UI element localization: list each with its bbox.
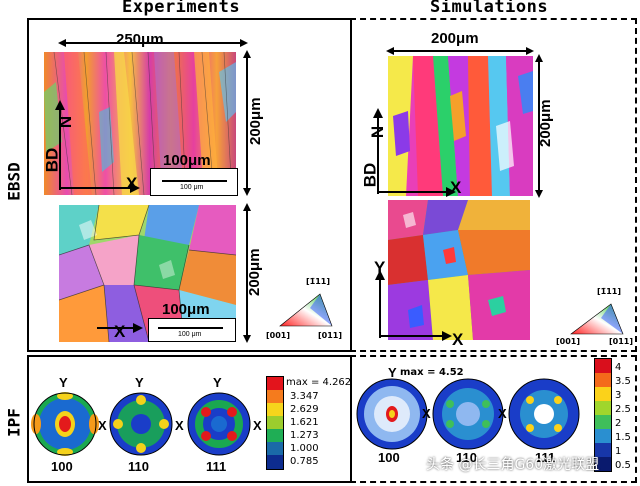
sim-cb-2: 3 — [615, 390, 622, 401]
exp-cb-1: 3.347 — [290, 391, 319, 402]
sim-axis-bd: BD — [360, 162, 380, 188]
exp-axes-top — [55, 100, 140, 193]
sim-width-dim: 200μm — [431, 30, 479, 47]
exp-height-arrow-top — [243, 50, 251, 196]
sim-pole-figure-110 — [432, 378, 504, 450]
exp-pole-111-y: Y — [213, 375, 222, 390]
sim-axis-n: N — [368, 125, 388, 139]
exp-height-dim-bottom: 200μm — [246, 248, 263, 296]
sim-ebsd-panel — [350, 18, 637, 352]
sim-cb-6: 1 — [615, 446, 622, 457]
exp-scale-box-top — [150, 168, 238, 196]
exp-axis-bd: BD — [42, 147, 62, 173]
exp-colorbar — [266, 376, 284, 470]
sim-pole-figure-111 — [508, 378, 580, 450]
exp-scale-top: 100μm — [163, 152, 211, 169]
exp-pole-figure-100 — [31, 392, 99, 456]
sim-axis-x: X — [450, 178, 462, 197]
exp-pole-110-y: Y — [135, 375, 144, 390]
exp-cb-5: 1.000 — [290, 443, 319, 454]
experiments-title: Experiments — [122, 0, 241, 17]
sim-ebsd-map-bottom — [388, 200, 530, 340]
exp-axis-x2: X — [114, 322, 126, 341]
exp-ipf-key-right: [011] — [318, 331, 343, 340]
sim-height-arrow — [535, 54, 543, 198]
sim-pole-label-111: 111 — [535, 450, 556, 465]
exp-cb-2: 2.629 — [290, 404, 319, 415]
exp-width-dim: 250μm — [116, 31, 164, 48]
simulations-title: Simulations — [430, 0, 549, 17]
exp-pole-100-y: Y — [59, 375, 68, 390]
exp-pole-figure-111 — [187, 392, 251, 456]
exp-axis-arrow-bottom — [97, 323, 143, 333]
sim-cb-7: 0.5 — [615, 460, 631, 471]
exp-cb-0: max = 4.262 — [286, 377, 352, 388]
exp-scale-top-small: 100 μm — [180, 184, 204, 191]
sim-height-dim: 200μm — [537, 99, 554, 147]
watermark-text: 头条 @长三角G60激光联盟 — [426, 457, 600, 473]
ipf-row-label: IPF — [4, 408, 24, 437]
exp-pole-100-x: X — [98, 418, 107, 433]
sim-axes-top — [373, 108, 456, 197]
sim-cb-3: 2.5 — [615, 404, 631, 415]
ebsd-row-label: EBSD — [4, 162, 24, 201]
sim-pole-110-x: X — [498, 406, 507, 421]
exp-scale-bottom-small: 100 μm — [178, 331, 202, 338]
exp-ipf-key-left: [001] — [266, 331, 291, 340]
exp-axis-n: N — [56, 115, 76, 129]
exp-pole-figure-110 — [109, 392, 173, 456]
exp-pole-111-x: X — [253, 418, 262, 433]
exp-ebsd-map-bottom — [59, 205, 236, 342]
sim-cb-4: 2 — [615, 418, 622, 429]
exp-axis-x: X — [126, 174, 138, 193]
sim-axis-y: Y — [374, 258, 386, 277]
exp-scale-bar-bottom — [158, 327, 223, 329]
exp-scale-bottom: 100μm — [162, 301, 210, 318]
sim-pole-label-100: 100 — [378, 450, 400, 465]
exp-cb-4: 1.273 — [290, 430, 319, 441]
exp-pole-110-x: X — [175, 418, 184, 433]
sim-pole-label-110: 110 — [456, 450, 477, 465]
sim-max-label: max = 4.52 — [400, 367, 464, 378]
sim-colorbar — [594, 358, 612, 472]
exp-pole-label-100: 100 — [51, 459, 73, 474]
exp-height-arrow-bottom — [243, 203, 251, 343]
sim-width-arrow — [386, 47, 534, 55]
exp-scale-bar-top — [162, 180, 227, 182]
sim-ipf-triangle — [570, 303, 624, 335]
sim-ipf-panel — [350, 355, 637, 483]
sim-pole-100-y: Y — [388, 365, 397, 380]
sim-ipf-key-left: [001] — [556, 337, 581, 346]
exp-cb-6: 0.785 — [290, 456, 319, 467]
sim-ipf-key-right: [011] — [609, 337, 634, 346]
sim-pole-figure-100 — [356, 378, 428, 450]
exp-pole-label-111: 111 — [206, 459, 227, 474]
exp-ipf-triangle — [279, 293, 333, 327]
sim-pole-100-x: X — [422, 406, 431, 421]
exp-cb-3: 1.621 — [290, 417, 319, 428]
exp-width-arrow — [58, 39, 248, 47]
sim-cb-5: 1.5 — [615, 432, 631, 443]
exp-scale-box-bottom — [148, 318, 236, 342]
sim-cb-0: 4 — [615, 362, 622, 373]
sim-axis-x2: X — [452, 330, 464, 349]
sim-ebsd-map-top — [388, 56, 533, 196]
sim-cb-1: 3.5 — [615, 376, 631, 387]
sim-axes-bottom — [375, 270, 452, 341]
sim-ipf-key-top: [1̄11] — [597, 287, 622, 296]
exp-ipf-key-top: [1̄11] — [306, 277, 331, 286]
exp-pole-label-110: 110 — [128, 459, 149, 474]
